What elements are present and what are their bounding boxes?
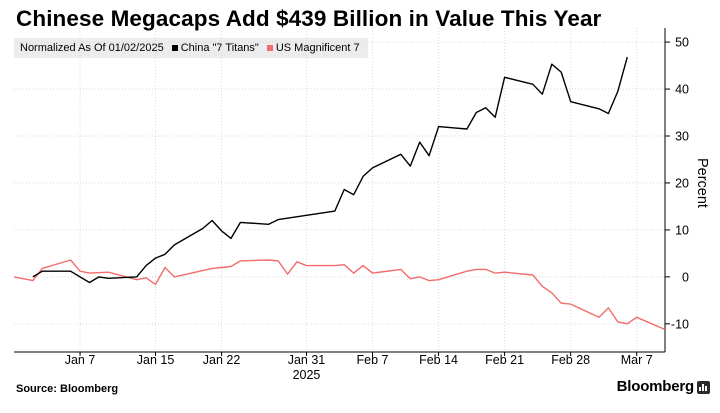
x-tick-label: Feb 14 — [419, 353, 458, 367]
x-year-label: 2025 — [293, 368, 321, 382]
legend-item-us: US Magnificent 7 — [266, 42, 360, 54]
x-tick-label: Jan 15 — [137, 353, 175, 367]
x-tick-label: Feb 21 — [485, 353, 524, 367]
legend-normalization-label: Normalized As Of 01/02/2025 — [20, 42, 164, 54]
x-tick-label: Jan 22 — [203, 353, 241, 367]
legend: Normalized As Of 01/02/2025 China "7 Tit… — [14, 38, 368, 58]
y-tick-label: 30 — [675, 130, 689, 144]
y-axis-label: Percent — [694, 158, 710, 208]
legend-swatch-china — [171, 45, 178, 51]
x-tick-label: Jan 7 — [65, 353, 96, 367]
legend-item-china: China "7 Titans" — [171, 42, 259, 54]
source-note: Source: Bloomberg — [16, 383, 119, 395]
y-tick-label: 40 — [675, 83, 689, 97]
bloomberg-terminal-icon — [697, 381, 710, 394]
brand-name: Bloomberg — [616, 378, 695, 395]
y-tick-label: 20 — [675, 176, 689, 190]
x-tick-label: Jan 31 — [288, 353, 326, 367]
y-tick-label: 0 — [682, 270, 689, 284]
legend-label-china: China "7 Titans" — [180, 42, 259, 54]
chart-title: Chinese Megacaps Add $439 Billion in Val… — [16, 6, 602, 31]
y-tick-label: -10 — [671, 317, 689, 331]
legend-label-us: US Magnificent 7 — [275, 42, 360, 54]
x-tick-label: Feb 28 — [551, 353, 590, 367]
series-line-us-magnificent-7 — [13, 259, 666, 331]
y-tick-label: 10 — [675, 223, 689, 237]
x-tick-label: Feb 7 — [357, 353, 389, 367]
x-tick-label: Mar 7 — [621, 353, 653, 367]
legend-swatch-us — [266, 45, 273, 51]
series-line-china-7-titans — [32, 56, 628, 284]
y-tick-label: 50 — [675, 36, 689, 50]
